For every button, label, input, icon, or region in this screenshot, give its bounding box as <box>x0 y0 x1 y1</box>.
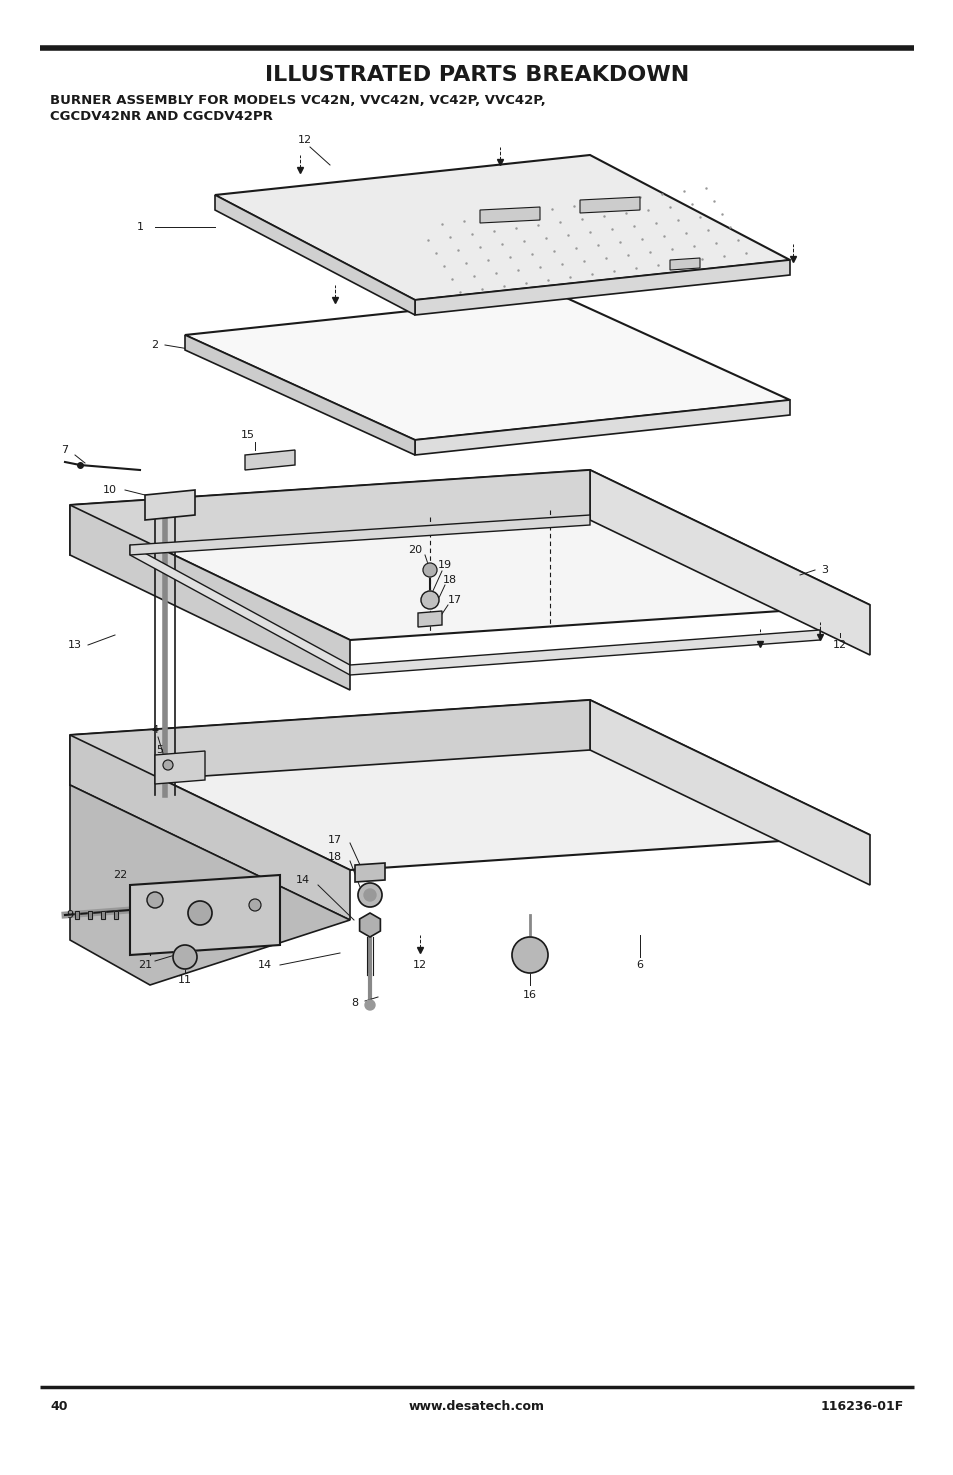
Polygon shape <box>145 490 194 521</box>
Text: 21: 21 <box>138 960 152 971</box>
Polygon shape <box>130 515 589 555</box>
Text: 3: 3 <box>821 565 827 575</box>
Bar <box>75 912 79 919</box>
Text: 17: 17 <box>448 594 461 605</box>
Text: 14: 14 <box>257 960 272 971</box>
Polygon shape <box>70 471 589 555</box>
Polygon shape <box>185 335 415 454</box>
Circle shape <box>512 937 547 974</box>
Text: 1: 1 <box>136 223 143 232</box>
Text: 17: 17 <box>328 835 342 845</box>
Polygon shape <box>359 913 380 937</box>
Circle shape <box>420 591 438 609</box>
Text: 22: 22 <box>112 870 127 881</box>
Circle shape <box>172 945 196 969</box>
Circle shape <box>364 889 375 901</box>
Circle shape <box>163 760 172 770</box>
Polygon shape <box>70 735 350 920</box>
Bar <box>101 912 105 919</box>
Text: www.desatech.com: www.desatech.com <box>409 1400 544 1413</box>
Text: 13: 13 <box>68 640 82 650</box>
Polygon shape <box>589 701 869 885</box>
Polygon shape <box>355 863 385 882</box>
Polygon shape <box>70 504 350 690</box>
Circle shape <box>188 901 212 925</box>
Text: 11: 11 <box>178 975 192 985</box>
Text: CGCDV42NR AND CGCDV42PR: CGCDV42NR AND CGCDV42PR <box>50 111 273 124</box>
Text: 14: 14 <box>295 875 310 885</box>
Text: ILLUSTRATED PARTS BREAKDOWN: ILLUSTRATED PARTS BREAKDOWN <box>265 65 688 86</box>
Bar <box>113 912 118 919</box>
Text: 116236-01F: 116236-01F <box>820 1400 903 1413</box>
Polygon shape <box>130 544 350 676</box>
Bar <box>113 912 118 919</box>
Polygon shape <box>214 155 789 299</box>
Circle shape <box>249 898 261 912</box>
Text: 7: 7 <box>61 445 69 454</box>
Text: 16: 16 <box>522 990 537 1000</box>
Polygon shape <box>130 875 280 954</box>
Text: 20: 20 <box>408 544 421 555</box>
Text: 15: 15 <box>241 431 254 440</box>
Polygon shape <box>479 207 539 223</box>
Text: BURNER ASSEMBLY FOR MODELS VC42N, VVC42N, VC42P, VVC42P,: BURNER ASSEMBLY FOR MODELS VC42N, VVC42N… <box>50 93 545 106</box>
Bar <box>75 912 79 919</box>
Polygon shape <box>669 258 700 270</box>
Text: 19: 19 <box>437 560 452 569</box>
Text: 18: 18 <box>442 575 456 586</box>
Polygon shape <box>589 471 869 655</box>
Polygon shape <box>417 611 441 627</box>
Polygon shape <box>415 260 789 316</box>
Text: 12: 12 <box>413 960 427 971</box>
Polygon shape <box>154 751 205 785</box>
Text: 40: 40 <box>50 1400 68 1413</box>
Text: 10: 10 <box>103 485 117 496</box>
Bar <box>88 912 91 919</box>
Text: 8: 8 <box>351 999 358 1007</box>
Polygon shape <box>214 195 415 316</box>
Polygon shape <box>245 450 294 471</box>
Text: 9: 9 <box>67 910 73 920</box>
Polygon shape <box>70 701 869 870</box>
Text: 4: 4 <box>152 726 158 735</box>
Text: 2: 2 <box>152 341 158 350</box>
Circle shape <box>422 563 436 577</box>
Text: 12: 12 <box>297 136 312 145</box>
Polygon shape <box>70 471 869 640</box>
Bar <box>88 912 91 919</box>
Polygon shape <box>350 630 820 676</box>
Text: 18: 18 <box>328 853 342 861</box>
Circle shape <box>365 1000 375 1010</box>
Polygon shape <box>70 701 589 785</box>
Polygon shape <box>579 198 639 212</box>
Text: 6: 6 <box>636 960 643 971</box>
Polygon shape <box>70 785 350 985</box>
Circle shape <box>357 884 381 907</box>
Text: 12: 12 <box>832 640 846 650</box>
Polygon shape <box>185 295 789 440</box>
Bar <box>101 912 105 919</box>
Polygon shape <box>415 400 789 454</box>
Circle shape <box>147 892 163 909</box>
Text: 5: 5 <box>156 745 163 755</box>
